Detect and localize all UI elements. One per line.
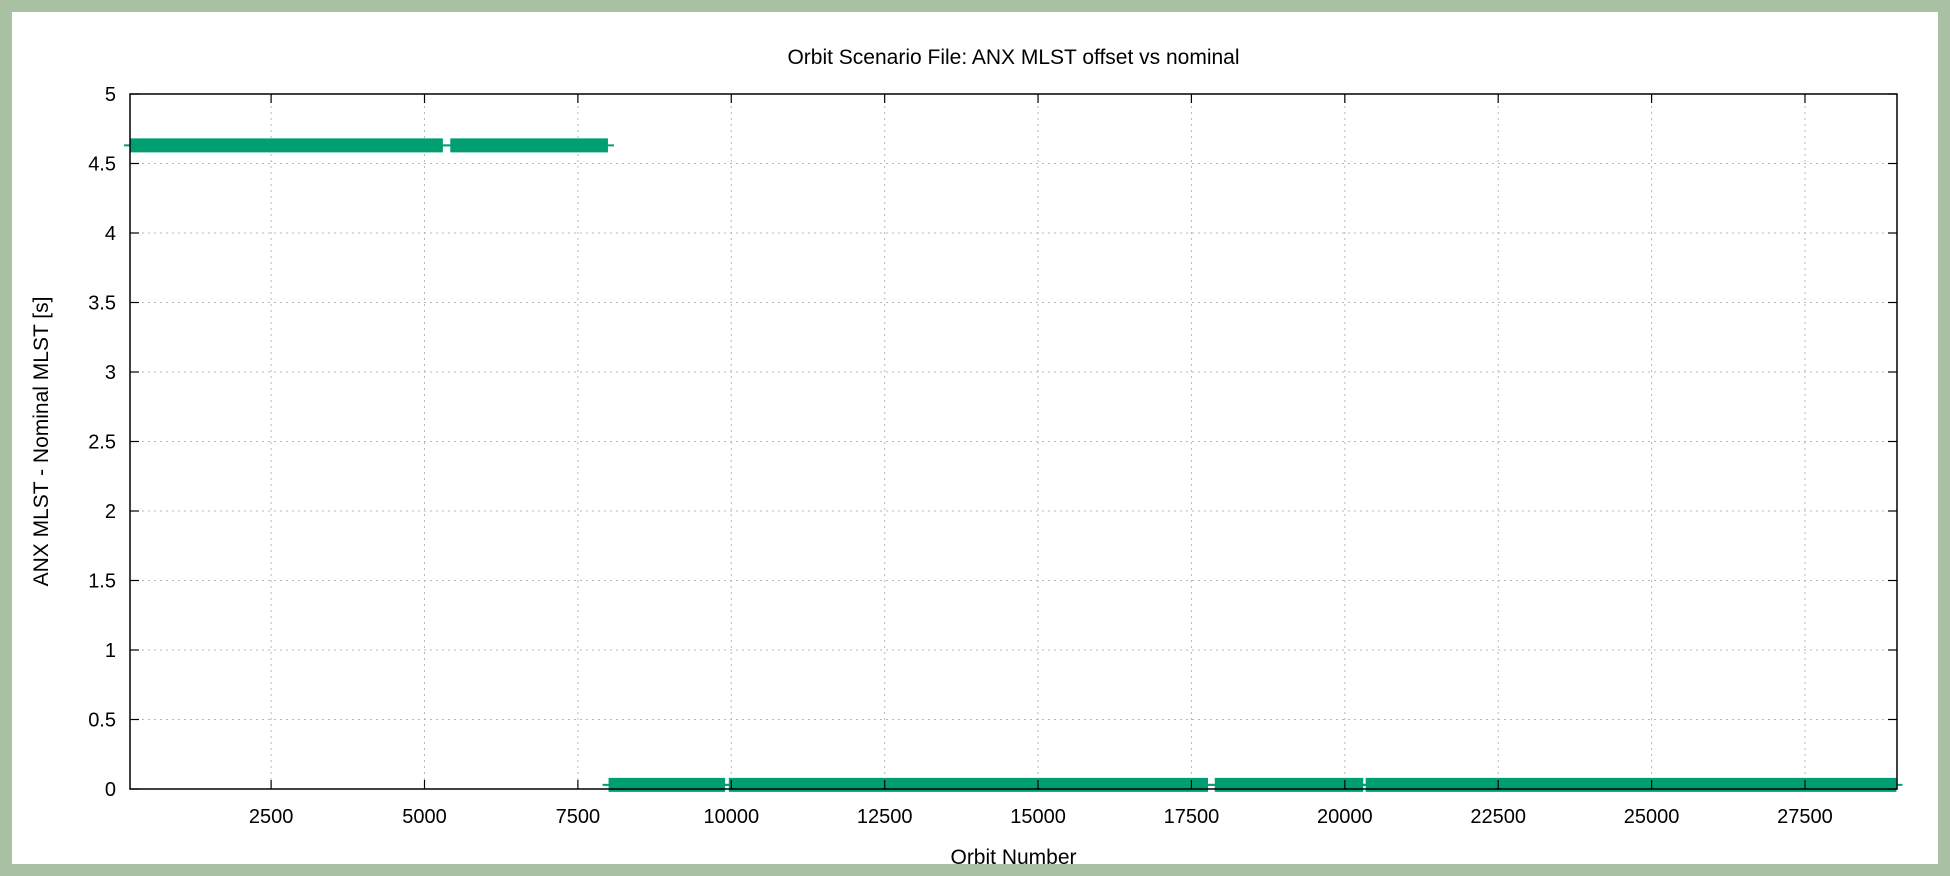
y-tick-label: 4.5 [88,154,116,176]
x-tick-label: 10000 [703,806,759,828]
y-tick-label: 3.5 [88,293,116,315]
x-tick-label: 12500 [857,806,913,828]
y-tick-label: 1 [105,640,116,662]
y-tick-label: 3 [105,362,116,384]
x-tick-label: 27500 [1777,806,1833,828]
x-tick-label: 15000 [1010,806,1066,828]
x-tick-label: 22500 [1470,806,1526,828]
x-tick-label: 5000 [402,806,447,828]
y-axis-title: ANX MLST - Nominal MLST [s] [30,297,53,587]
x-axis-title: Orbit Number [950,846,1076,869]
y-tick-label: 0.5 [88,710,116,732]
y-tick-label: 2 [105,501,116,523]
x-tick-label: 20000 [1317,806,1373,828]
x-tick-label: 2500 [249,806,294,828]
series-line [124,138,1903,792]
grid [130,94,1897,789]
x-tick-label: 7500 [556,806,601,828]
y-tick-label: 2.5 [88,432,116,454]
y-tick-label: 1.5 [88,571,116,593]
y-tick-label: 5 [105,84,116,106]
y-tick-label: 0 [105,779,116,801]
x-tick-label: 25000 [1624,806,1680,828]
chart-title: Orbit Scenario File: ANX MLST offset vs … [787,46,1239,69]
y-tick-label: 4 [105,223,116,245]
x-tick-label: 17500 [1164,806,1220,828]
axis-ticks: 2500 5000 7500 10000 12500 15000 17500 20000 225… [88,84,1897,828]
